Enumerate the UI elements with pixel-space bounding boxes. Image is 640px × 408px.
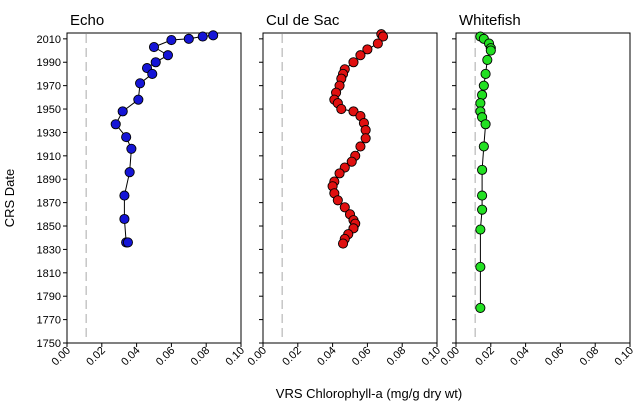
x-tick-label: 0.08 bbox=[578, 345, 602, 369]
series-line bbox=[332, 33, 384, 244]
x-tick-label: 0.10 bbox=[419, 345, 443, 369]
data-point bbox=[166, 34, 177, 46]
data-point bbox=[477, 89, 488, 101]
data-point bbox=[355, 141, 366, 152]
y-tick-label: 1950 bbox=[37, 104, 61, 116]
x-tick-label: 0.02 bbox=[473, 345, 497, 369]
data-point bbox=[478, 80, 489, 91]
panel-title: Echo bbox=[70, 12, 104, 29]
x-tick-label: 0.04 bbox=[508, 345, 532, 369]
data-point bbox=[124, 167, 135, 178]
x-tick-label: 0.08 bbox=[385, 345, 409, 369]
panel-cul-de-sac: Cul de Sac 0.00 0.02 0.04 0.06 0.08 0.10 bbox=[245, 12, 443, 368]
data-point bbox=[355, 50, 366, 61]
data-point bbox=[150, 57, 161, 68]
data-point bbox=[482, 54, 493, 65]
data-point bbox=[119, 190, 130, 201]
x-axis-label: VRS Chlorophyll-a (mg/g dry wt) bbox=[276, 386, 462, 401]
data-point bbox=[477, 164, 488, 175]
data-point bbox=[119, 213, 130, 225]
data-point bbox=[336, 103, 347, 115]
data-point bbox=[332, 195, 343, 206]
data-point bbox=[372, 38, 383, 49]
panel-whitefish: Whitefish 0.00 0.02 0.04 0.06 0.08 0.10 bbox=[438, 12, 636, 368]
data-point bbox=[480, 68, 491, 79]
y-tick-label: 2010 bbox=[37, 34, 61, 46]
data-point bbox=[133, 94, 144, 105]
data-point bbox=[162, 50, 173, 61]
y-tick-label: 1970 bbox=[37, 81, 61, 93]
data-point bbox=[339, 202, 350, 213]
x-tick-label: 0.00 bbox=[438, 345, 462, 369]
y-tick-label: 1990 bbox=[37, 57, 61, 69]
panel-title: Cul de Sac bbox=[266, 12, 340, 29]
x-tick-label: 0.04 bbox=[119, 345, 143, 369]
y-tick-label: 1790 bbox=[37, 291, 61, 303]
data-point bbox=[346, 156, 357, 167]
data-point bbox=[121, 132, 132, 143]
data-point bbox=[475, 302, 486, 313]
data-point bbox=[147, 68, 158, 79]
x-tick-label: 0.06 bbox=[350, 345, 374, 369]
panel-frame bbox=[66, 32, 242, 344]
data-point bbox=[208, 30, 219, 41]
x-tick-label: 0.06 bbox=[543, 345, 567, 369]
x-tick-label: 0.02 bbox=[84, 345, 108, 369]
data-point bbox=[197, 31, 208, 42]
y-tick-label: 1910 bbox=[37, 151, 61, 163]
panels-layer: Echo 0.00 0.02 0.04 0.06 0.08 0.10 1750 1770 1790… bbox=[37, 12, 637, 368]
data-point bbox=[360, 133, 371, 144]
data-point bbox=[475, 224, 486, 235]
data-point bbox=[348, 57, 359, 68]
panel-frame bbox=[455, 32, 631, 344]
y-axis-label: CRS Date bbox=[2, 169, 17, 228]
x-tick-label: 0.10 bbox=[223, 345, 247, 369]
data-point bbox=[126, 143, 137, 154]
y-tick-label: 1810 bbox=[37, 268, 61, 280]
y-tick-label: 1870 bbox=[37, 198, 61, 210]
x-tick-label: 0.04 bbox=[315, 345, 339, 369]
data-point bbox=[337, 238, 349, 249]
data-point bbox=[135, 78, 146, 89]
data-point bbox=[477, 190, 488, 201]
data-point bbox=[148, 41, 160, 53]
data-point bbox=[480, 119, 491, 130]
data-point bbox=[478, 141, 489, 152]
data-point bbox=[117, 106, 128, 117]
y-tick-label: 1850 bbox=[37, 221, 61, 233]
y-tick-label: 1890 bbox=[37, 174, 61, 186]
x-tick-label: 0.08 bbox=[189, 345, 213, 369]
data-point bbox=[110, 119, 121, 130]
y-tick-label: 1930 bbox=[37, 127, 61, 139]
panel-frame bbox=[262, 32, 438, 344]
data-point bbox=[183, 33, 194, 44]
data-point bbox=[334, 168, 345, 179]
x-tick-label: 0.00 bbox=[245, 345, 269, 369]
data-point bbox=[475, 261, 486, 273]
y-tick-label: 1770 bbox=[37, 315, 61, 327]
y-tick-label: 1750 bbox=[37, 338, 61, 350]
x-tick-label: 0.02 bbox=[280, 345, 304, 369]
data-point bbox=[122, 237, 133, 248]
x-tick-label: 0.10 bbox=[612, 345, 636, 369]
data-point bbox=[378, 31, 389, 42]
panel-title: Whitefish bbox=[459, 12, 521, 29]
x-tick-label: 0.06 bbox=[154, 345, 178, 369]
data-point bbox=[477, 204, 488, 215]
data-point bbox=[485, 45, 496, 56]
y-tick-label: 1830 bbox=[37, 244, 61, 256]
data-point bbox=[362, 44, 373, 55]
data-point bbox=[348, 106, 359, 117]
